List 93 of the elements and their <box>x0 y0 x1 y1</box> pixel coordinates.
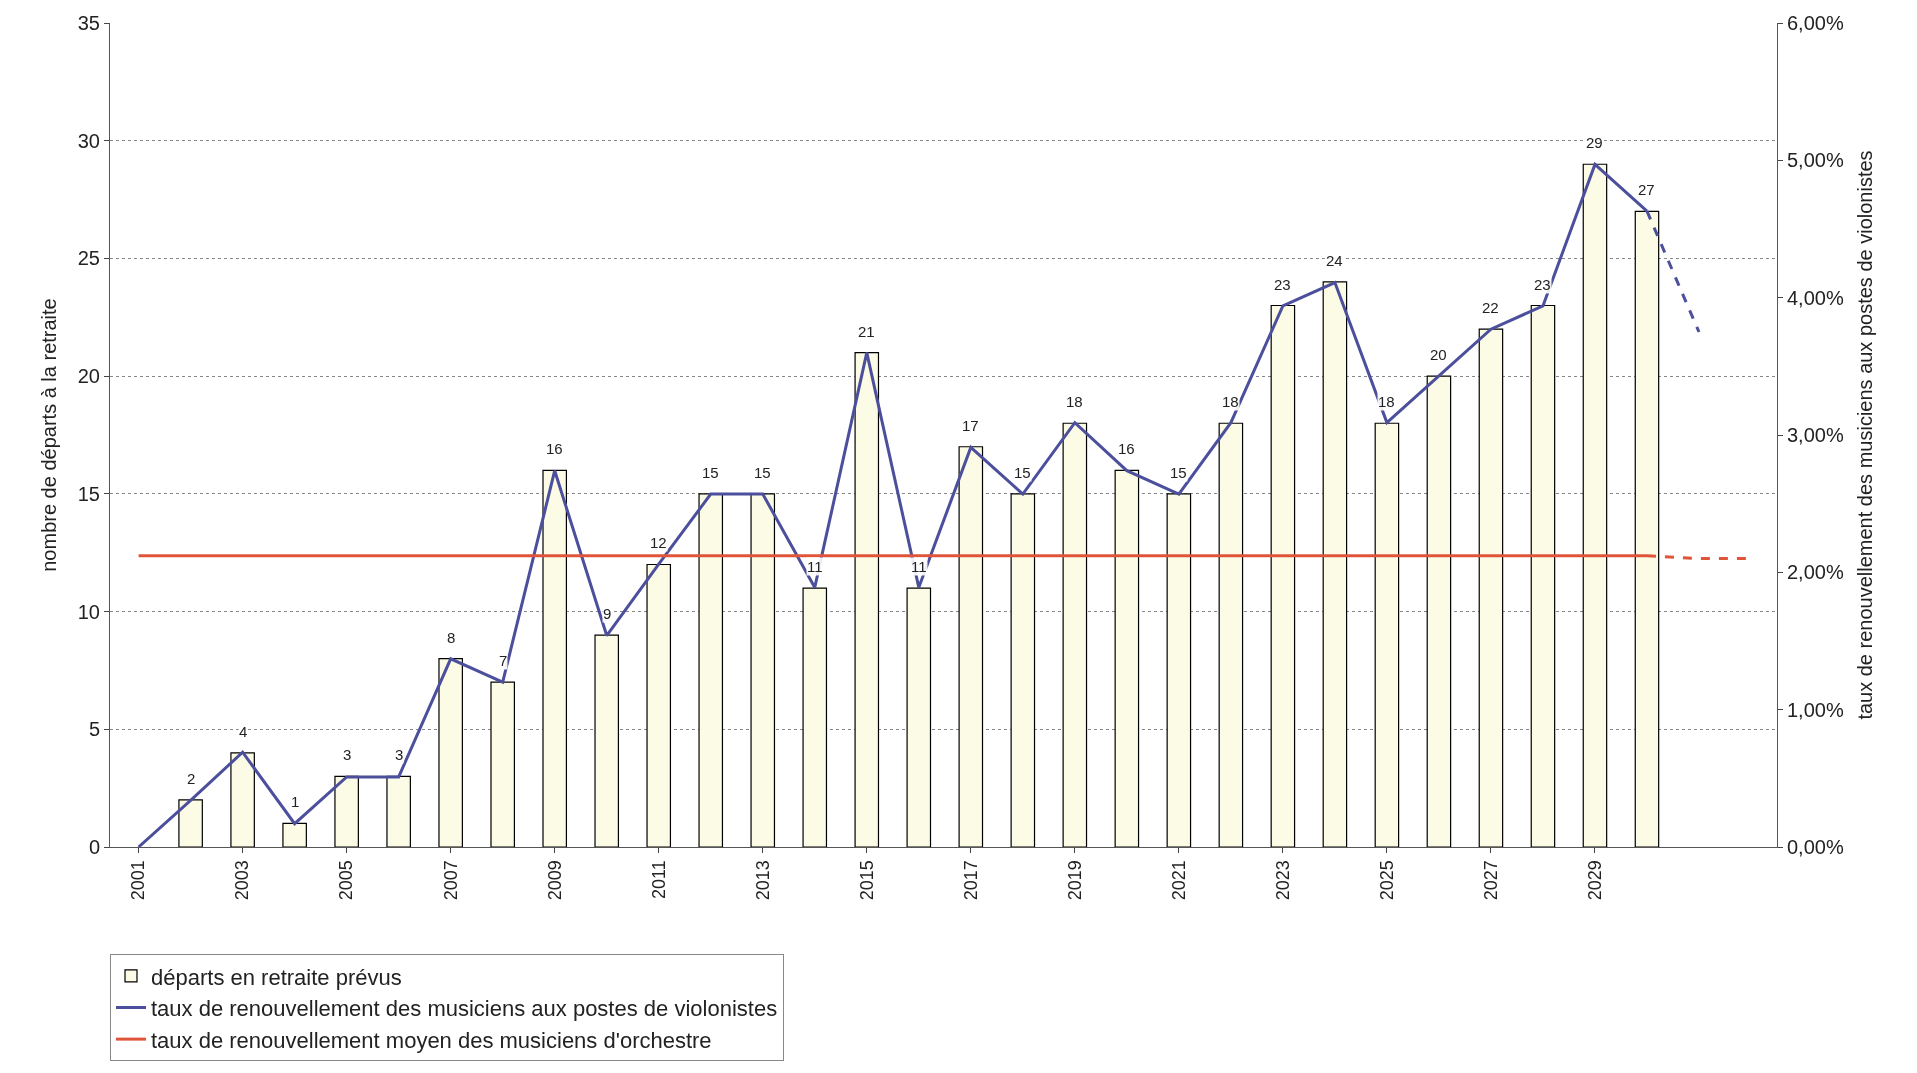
legend-label: départs en retraite prévus <box>151 964 402 990</box>
y2-tick-label: 1,00% <box>1787 698 1844 721</box>
bar <box>1634 210 1660 847</box>
bar <box>386 775 411 847</box>
data-label: 3 <box>343 746 352 763</box>
data-label: 8 <box>447 629 456 646</box>
x-tick-label: 2011 <box>648 860 669 899</box>
y-tick-label: 5 <box>88 718 100 741</box>
y-tick-label: 25 <box>77 247 100 270</box>
data-label: 20 <box>1430 346 1447 363</box>
y-tick-label: 10 <box>77 600 100 623</box>
data-label: 23 <box>1274 276 1291 293</box>
bar <box>750 493 776 847</box>
bar <box>1270 304 1296 847</box>
y-axis-title: nombre de départs à la retraite <box>38 298 61 572</box>
bar <box>1374 422 1400 847</box>
x-tick-label: 2001 <box>128 860 149 901</box>
y2-tick-label: 5,00% <box>1787 149 1844 172</box>
data-label: 18 <box>1222 393 1239 410</box>
data-label: 11 <box>911 558 927 575</box>
x-tick-label: 2009 <box>544 860 565 901</box>
x-tick-label: 2019 <box>1064 860 1085 901</box>
legend-label: taux de renouvellement des musiciens aux postes de violonistes <box>151 996 778 1022</box>
data-label: 16 <box>1118 440 1135 457</box>
data-label: 15 <box>702 464 719 481</box>
y-tick-label: 20 <box>77 365 100 388</box>
x-tick-label: 2005 <box>336 860 357 901</box>
x-tick-label: 2025 <box>1376 860 1397 901</box>
y2-tick-label: 4,00% <box>1787 286 1844 309</box>
bar <box>802 587 828 847</box>
x-tick-label: 2029 <box>1584 860 1605 901</box>
data-label: 1 <box>291 793 300 810</box>
bar <box>1010 493 1036 847</box>
bar <box>1530 304 1556 847</box>
data-label: 15 <box>1014 464 1031 481</box>
data-label: 27 <box>1638 181 1655 198</box>
x-tick-label: 2023 <box>1272 860 1293 901</box>
data-label: 12 <box>650 534 667 551</box>
bar <box>542 469 568 847</box>
y-tick-label: 15 <box>77 482 100 505</box>
data-label: 15 <box>754 464 771 481</box>
data-label: 17 <box>962 417 979 434</box>
data-label: 3 <box>395 746 404 763</box>
data-label: 2 <box>187 770 196 787</box>
bar <box>438 658 463 847</box>
data-label: 16 <box>546 440 563 457</box>
data-label: 24 <box>1326 252 1343 269</box>
bar <box>906 587 932 847</box>
bar <box>334 775 359 847</box>
data-label: 7 <box>499 652 508 669</box>
y2-tick-label: 0,00% <box>1787 836 1844 858</box>
bar <box>854 352 880 847</box>
bar <box>1166 493 1192 847</box>
y-tick-label: 30 <box>77 129 100 152</box>
bar <box>1062 422 1088 847</box>
bar <box>698 493 724 847</box>
bar <box>230 752 255 847</box>
bar <box>282 822 307 847</box>
x-tick-label: 2013 <box>752 860 773 901</box>
x-tick-label: 2003 <box>232 860 253 901</box>
data-label: 11 <box>807 558 823 575</box>
data-label: 9 <box>603 605 612 622</box>
legend-label: taux de renouvellement moyen des musiciens d'orchestre <box>151 1027 712 1053</box>
bar <box>490 681 515 847</box>
x-tick-label: 2021 <box>1168 860 1189 901</box>
y2-tick-label: 2,00% <box>1787 561 1844 584</box>
data-label: 22 <box>1482 299 1499 316</box>
bar <box>958 446 984 847</box>
bar <box>1114 469 1140 847</box>
x-tick-label: 2007 <box>440 860 461 901</box>
bar <box>1322 281 1348 847</box>
bar <box>1218 422 1244 847</box>
bar <box>646 563 672 847</box>
data-label: 4 <box>239 723 248 740</box>
data-label: 18 <box>1066 393 1083 410</box>
bar <box>178 799 203 847</box>
x-tick-label: 2027 <box>1480 860 1501 901</box>
data-label: 15 <box>1170 464 1187 481</box>
data-label: 21 <box>858 323 875 340</box>
data-label: 29 <box>1586 134 1603 151</box>
bar <box>1582 163 1608 847</box>
y-tick-label: 35 <box>77 12 100 34</box>
y-tick-label: 0 <box>88 836 100 858</box>
x-tick-label: 2017 <box>960 860 981 901</box>
y2-tick-label: 3,00% <box>1787 424 1844 446</box>
data-label: 18 <box>1378 393 1395 410</box>
x-tick-label: 2015 <box>856 860 877 901</box>
y2-axis-title: taux de renouvellement des musiciens aux postes de violonistes <box>1854 150 1877 720</box>
bar <box>1426 375 1452 847</box>
bar <box>594 634 620 847</box>
bar <box>1478 328 1504 847</box>
y2-tick-label: 6,00% <box>1787 12 1844 34</box>
data-label: 23 <box>1534 276 1551 293</box>
